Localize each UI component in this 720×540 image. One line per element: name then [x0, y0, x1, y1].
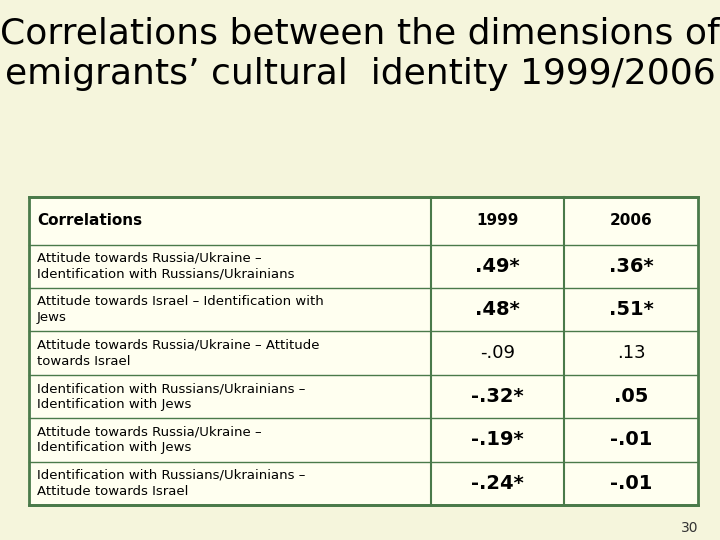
Text: 30: 30 [681, 521, 698, 535]
Text: .13: .13 [617, 344, 646, 362]
Text: Attitude towards Russia/Ukraine – Attitude
towards Israel: Attitude towards Russia/Ukraine – Attitu… [37, 339, 320, 368]
Text: Identification with Russians/Ukrainians –
Identification with Jews: Identification with Russians/Ukrainians … [37, 382, 305, 411]
Text: Correlations between the dimensions of
emigrants’ cultural  identity 1999/2006: Correlations between the dimensions of e… [0, 16, 720, 91]
Text: 1999: 1999 [477, 213, 518, 228]
Text: Attitude towards Russia/Ukraine –
Identification with Jews: Attitude towards Russia/Ukraine – Identi… [37, 426, 261, 454]
Text: Identification with Russians/Ukrainians –
Attitude towards Israel: Identification with Russians/Ukrainians … [37, 469, 305, 498]
Text: Correlations: Correlations [37, 213, 142, 228]
Text: -.24*: -.24* [471, 474, 524, 492]
Text: -.09: -.09 [480, 344, 515, 362]
Text: .51*: .51* [609, 300, 654, 319]
Bar [29, 197, 698, 505]
Text: .05: .05 [614, 387, 649, 406]
Text: .49*: .49* [475, 257, 520, 276]
Text: Attitude towards Russia/Ukraine –
Identification with Russians/Ukrainians: Attitude towards Russia/Ukraine – Identi… [37, 252, 294, 281]
Text: .48*: .48* [475, 300, 520, 319]
Text: 2006: 2006 [610, 213, 653, 228]
Text: -.19*: -.19* [471, 430, 524, 449]
Text: -.01: -.01 [611, 430, 652, 449]
Text: -.01: -.01 [611, 474, 652, 492]
Text: .36*: .36* [609, 257, 654, 276]
Text: -.32*: -.32* [471, 387, 524, 406]
Text: Attitude towards Israel – Identification with
Jews: Attitude towards Israel – Identification… [37, 295, 323, 325]
